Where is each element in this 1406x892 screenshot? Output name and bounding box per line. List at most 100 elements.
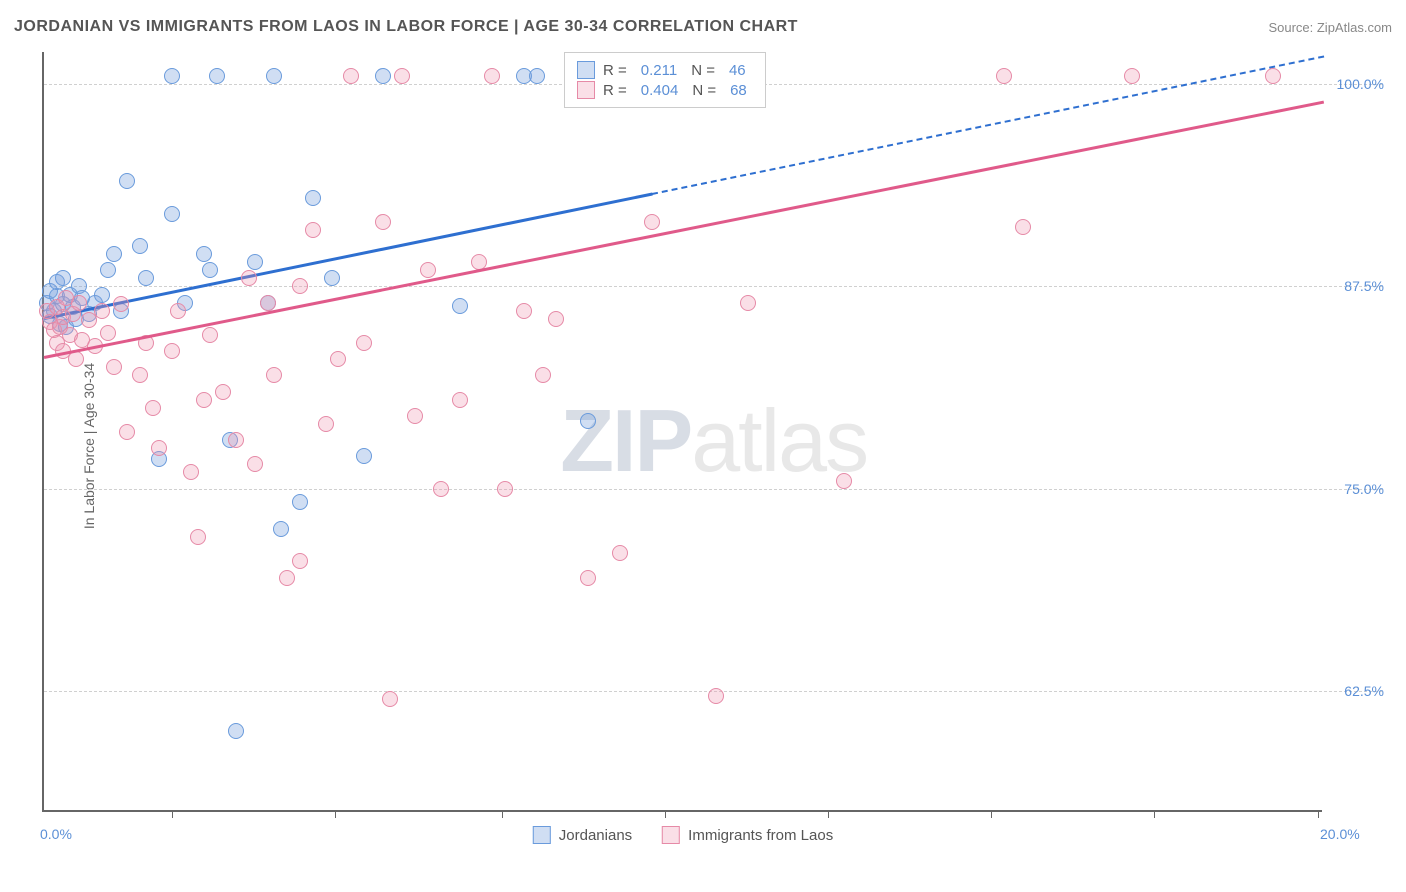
scatter-point bbox=[196, 246, 212, 262]
scatter-point bbox=[228, 432, 244, 448]
scatter-point bbox=[106, 246, 122, 262]
scatter-point bbox=[273, 521, 289, 537]
scatter-point bbox=[100, 262, 116, 278]
y-tick-label: 75.0% bbox=[1344, 481, 1384, 497]
legend-row: R =0.404N =68 bbox=[577, 81, 753, 99]
series-legend: Jordanians Immigrants from Laos bbox=[533, 826, 833, 844]
scatter-point bbox=[228, 723, 244, 739]
scatter-point bbox=[318, 416, 334, 432]
scatter-point bbox=[356, 335, 372, 351]
watermark: ZIPatlas bbox=[560, 390, 867, 492]
scatter-point bbox=[132, 238, 148, 254]
scatter-point bbox=[170, 303, 186, 319]
scatter-point bbox=[324, 270, 340, 286]
x-tick-label: 20.0% bbox=[1320, 826, 1360, 842]
scatter-point bbox=[407, 408, 423, 424]
scatter-point bbox=[708, 688, 724, 704]
x-tick-mark bbox=[1154, 810, 1155, 818]
scatter-point bbox=[305, 222, 321, 238]
legend-n-label: N = bbox=[691, 62, 715, 79]
correlation-legend: R =0.211N =46R =0.404N =68 bbox=[564, 52, 766, 108]
scatter-point bbox=[497, 481, 513, 497]
legend-row: R =0.211N =46 bbox=[577, 61, 753, 79]
gridline bbox=[44, 489, 1382, 490]
scatter-point bbox=[247, 456, 263, 472]
x-tick-mark bbox=[335, 810, 336, 818]
scatter-point bbox=[215, 384, 231, 400]
legend-r-value: 0.211 bbox=[641, 62, 677, 79]
legend-item: Immigrants from Laos bbox=[662, 826, 833, 844]
scatter-point bbox=[394, 68, 410, 84]
scatter-point bbox=[209, 68, 225, 84]
scatter-point bbox=[535, 367, 551, 383]
scatter-point bbox=[196, 392, 212, 408]
scatter-point bbox=[113, 296, 129, 312]
scatter-point bbox=[132, 367, 148, 383]
scatter-point bbox=[292, 553, 308, 569]
scatter-point bbox=[580, 413, 596, 429]
legend-r-label: R = bbox=[603, 82, 627, 99]
scatter-point bbox=[452, 392, 468, 408]
scatter-point bbox=[119, 173, 135, 189]
x-tick-mark bbox=[665, 810, 666, 818]
scatter-point bbox=[247, 254, 263, 270]
scatter-point bbox=[106, 359, 122, 375]
scatter-point bbox=[94, 303, 110, 319]
scatter-point bbox=[266, 367, 282, 383]
legend-n-label: N = bbox=[692, 82, 716, 99]
scatter-point bbox=[164, 343, 180, 359]
scatter-point bbox=[190, 529, 206, 545]
scatter-point bbox=[119, 424, 135, 440]
legend-swatch bbox=[577, 61, 595, 79]
scatter-point bbox=[382, 691, 398, 707]
scatter-chart: ZIPatlas 62.5%75.0%87.5%100.0%0.0%20.0%R… bbox=[42, 52, 1322, 812]
scatter-point bbox=[202, 327, 218, 343]
scatter-point bbox=[1015, 219, 1031, 235]
trend-line bbox=[44, 193, 652, 320]
scatter-point bbox=[420, 262, 436, 278]
scatter-point bbox=[279, 570, 295, 586]
legend-swatch bbox=[577, 81, 595, 99]
x-tick-label: 0.0% bbox=[40, 826, 72, 842]
scatter-point bbox=[740, 295, 756, 311]
legend-item: Jordanians bbox=[533, 826, 632, 844]
scatter-point bbox=[100, 325, 116, 341]
legend-swatch bbox=[662, 826, 680, 844]
scatter-point bbox=[164, 68, 180, 84]
scatter-point bbox=[164, 206, 180, 222]
scatter-point bbox=[151, 440, 167, 456]
scatter-point bbox=[292, 278, 308, 294]
scatter-point bbox=[452, 298, 468, 314]
scatter-point bbox=[356, 448, 372, 464]
scatter-point bbox=[1265, 68, 1281, 84]
chart-header: JORDANIAN VS IMMIGRANTS FROM LAOS IN LAB… bbox=[14, 18, 1392, 36]
scatter-point bbox=[292, 494, 308, 510]
scatter-point bbox=[94, 287, 110, 303]
scatter-point bbox=[330, 351, 346, 367]
scatter-point bbox=[68, 351, 84, 367]
y-tick-label: 100.0% bbox=[1337, 76, 1384, 92]
scatter-point bbox=[548, 311, 564, 327]
x-tick-mark bbox=[1318, 810, 1319, 818]
scatter-point bbox=[260, 295, 276, 311]
scatter-point bbox=[183, 464, 199, 480]
scatter-point bbox=[138, 270, 154, 286]
scatter-point bbox=[202, 262, 218, 278]
scatter-point bbox=[484, 68, 500, 84]
x-tick-mark bbox=[172, 810, 173, 818]
x-tick-mark bbox=[502, 810, 503, 818]
legend-n-value: 68 bbox=[730, 82, 747, 99]
legend-n-value: 46 bbox=[729, 62, 746, 79]
legend-label: Jordanians bbox=[559, 827, 632, 844]
scatter-point bbox=[71, 295, 87, 311]
scatter-point bbox=[612, 545, 628, 561]
scatter-point bbox=[1124, 68, 1140, 84]
legend-swatch bbox=[533, 826, 551, 844]
scatter-point bbox=[145, 400, 161, 416]
scatter-point bbox=[433, 481, 449, 497]
scatter-point bbox=[516, 303, 532, 319]
scatter-point bbox=[305, 190, 321, 206]
scatter-point bbox=[343, 68, 359, 84]
scatter-point bbox=[375, 68, 391, 84]
legend-label: Immigrants from Laos bbox=[688, 827, 833, 844]
